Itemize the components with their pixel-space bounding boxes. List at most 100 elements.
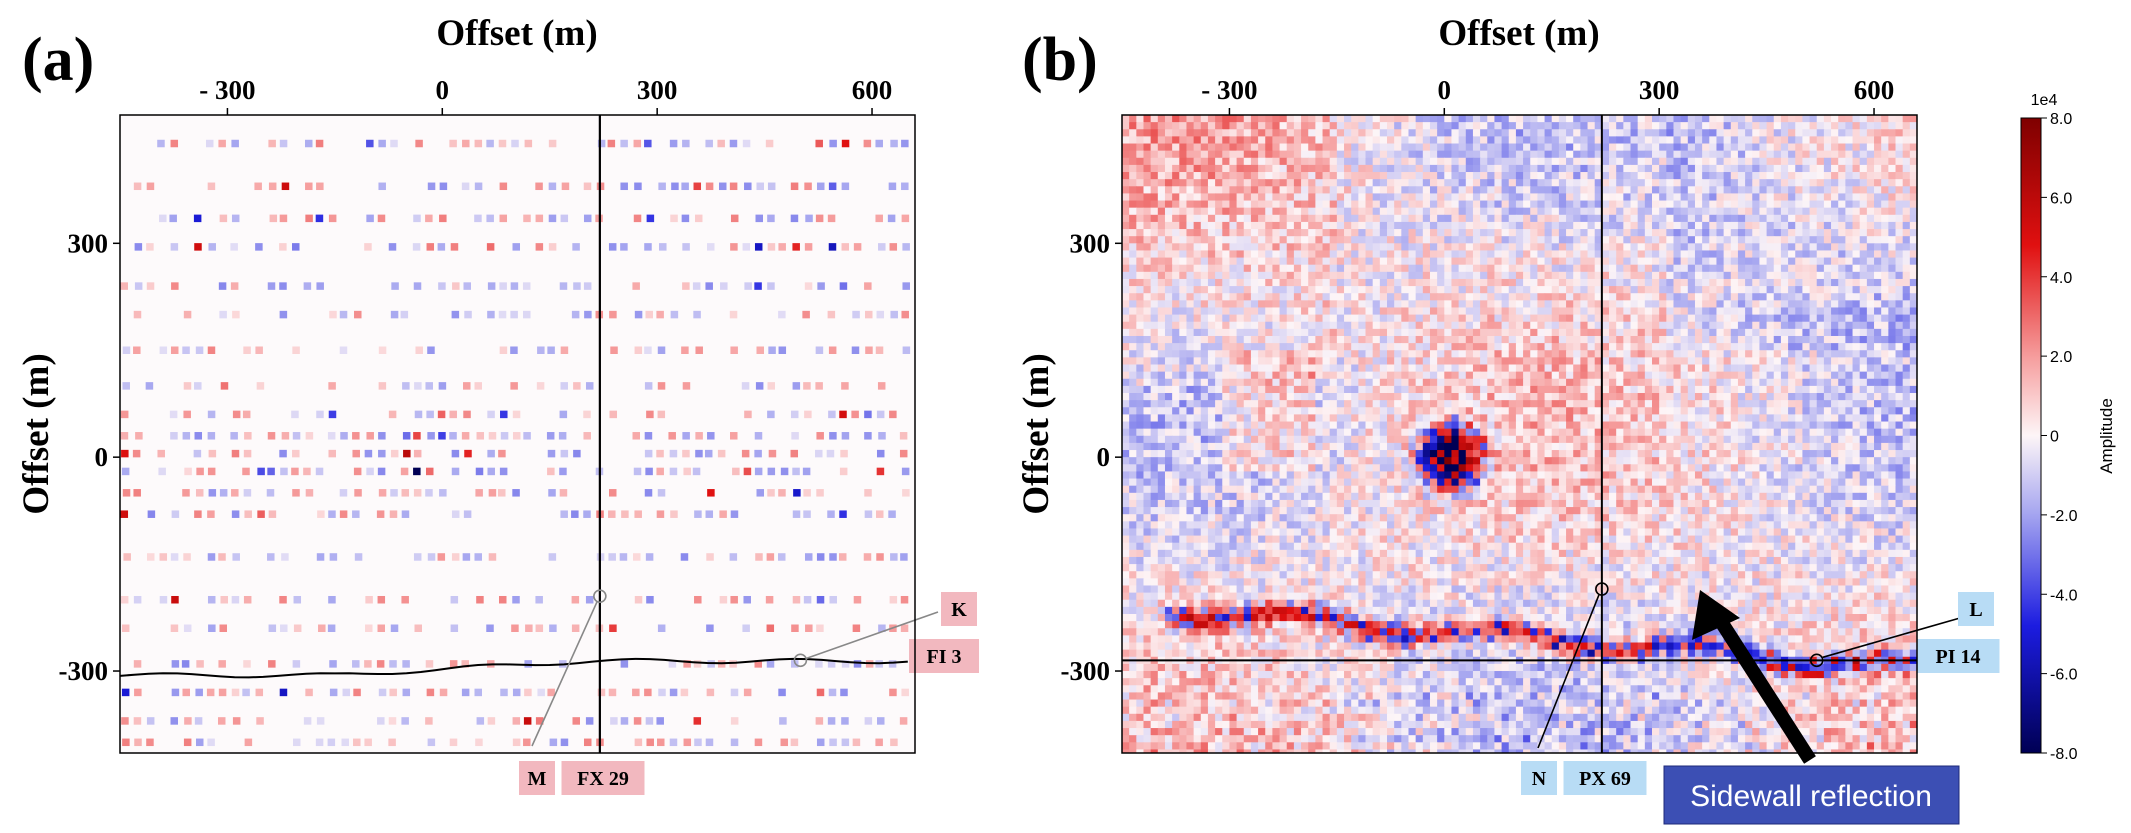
panel-b-cell <box>1394 307 1402 316</box>
panel-b-cell <box>1687 236 1696 244</box>
panel-b-cell <box>1687 286 1696 294</box>
panel-a-cell <box>121 688 130 697</box>
panel-b-cell <box>1408 236 1417 244</box>
panel-b-cell <box>1537 278 1546 287</box>
panel-b-cell <box>1336 229 1345 237</box>
panel-b-cell <box>1644 264 1653 273</box>
panel-a-cell <box>536 382 545 390</box>
panel-b-cell <box>1823 221 1832 230</box>
panel-b-cell <box>1387 172 1395 180</box>
panel-b-cell <box>1759 193 1768 202</box>
panel-b-cell <box>1501 350 1510 358</box>
panel-b-cell <box>1394 122 1402 130</box>
panel-b-cell <box>1580 122 1589 130</box>
panel-b-cell <box>1508 371 1517 380</box>
panel-b-cell <box>1129 236 1137 244</box>
panel-b-cell <box>1379 286 1388 294</box>
panel-a-cell <box>766 660 775 668</box>
panel-b-cell <box>1179 350 1188 358</box>
panel-b-cell <box>1265 214 1274 223</box>
panel-b-cell <box>1723 335 1732 344</box>
panel-b-cell <box>1451 250 1460 259</box>
panel-b-cell <box>1472 378 1481 387</box>
panel-b-cell <box>1129 278 1137 287</box>
panel-b-cell <box>1680 122 1689 130</box>
panel-b-cell <box>1823 200 1832 209</box>
panel-b-cell <box>1881 307 1889 316</box>
panel-b-cell <box>1451 214 1460 223</box>
panel-b-cell <box>1336 321 1345 330</box>
panel-b-cell <box>1301 221 1309 230</box>
panel-b-cell <box>1286 335 1295 344</box>
panel-b-cell <box>1594 271 1603 280</box>
panel-b-cell <box>1437 236 1445 244</box>
panel-b-cell <box>1852 264 1861 273</box>
panel-b-cell <box>1293 371 1302 380</box>
panel-a-cell <box>378 449 386 458</box>
panel-b-cell <box>1551 343 1560 351</box>
panel-b-cell <box>1723 129 1732 137</box>
panel-b-cell <box>1623 157 1632 166</box>
panel-b-cell <box>1229 200 1238 209</box>
panel-a-cell <box>889 688 897 697</box>
panel-b-cell <box>1272 271 1281 280</box>
panel-b-cell <box>1537 236 1546 244</box>
panel-b-cell <box>1394 314 1402 323</box>
panel-b-cell <box>1351 343 1359 351</box>
panel-b-cell <box>1551 300 1560 309</box>
panel-b-cell <box>1780 164 1789 173</box>
panel-b-cell <box>1881 343 1889 351</box>
panel-b-cell <box>1702 214 1710 223</box>
panel-b-cell <box>1544 236 1553 244</box>
panel-b-cell <box>1236 214 1245 223</box>
panel-b-cell <box>1207 207 1216 216</box>
panel-b-cell <box>1888 357 1897 366</box>
panel-a-cell <box>670 214 678 223</box>
panel-b-cell <box>1508 186 1517 195</box>
panel-b-cell <box>1243 264 1252 273</box>
panel-b-cell <box>1501 371 1510 380</box>
panel-b-cell <box>1480 207 1488 216</box>
panel-a-cell <box>706 688 715 697</box>
panel-b-cell <box>1902 307 1911 316</box>
panel-b-cell <box>1795 314 1804 323</box>
panel-b-cell <box>1487 214 1496 223</box>
panel-b-cell <box>1243 214 1252 223</box>
panel-a-cell <box>755 382 764 390</box>
panel-a-cell <box>352 660 360 668</box>
panel-b-cell <box>1587 236 1596 244</box>
panel-b-cell <box>1372 321 1381 330</box>
panel-a-cell <box>366 432 374 440</box>
panel-b-cell <box>1229 278 1238 287</box>
panel-b-cell <box>1652 328 1660 337</box>
panel-b-cell <box>1394 271 1402 280</box>
panel-b-cell <box>1730 271 1739 280</box>
panel-a-cell <box>243 595 252 604</box>
panel-b-cell <box>1222 143 1231 152</box>
panel-b-cell <box>1601 229 1610 237</box>
panel-b-cell <box>1179 307 1188 316</box>
panel-b-cell <box>1544 122 1553 130</box>
panel-b-cell <box>1838 250 1846 259</box>
panel-b-cell <box>1215 350 1223 358</box>
panel-b-cell <box>1687 250 1696 259</box>
panel-b-cell <box>1415 328 1424 337</box>
panel-b-cell <box>1401 214 1410 223</box>
panel-b-cell <box>1659 321 1667 330</box>
panel-b-cell <box>1157 243 1166 252</box>
panel-b-cell <box>1258 186 1266 195</box>
panel-b-cell <box>1150 221 1159 230</box>
panel-b-cell <box>1580 328 1589 337</box>
panel-b-cell <box>1809 307 1818 316</box>
panel-b-cell <box>1394 236 1402 244</box>
panel-b-cell <box>1429 328 1438 337</box>
panel-b-cell <box>1243 293 1252 301</box>
panel-b-cell <box>1888 207 1897 216</box>
panel-b-cell <box>1358 293 1367 301</box>
panel-b-cell <box>1680 243 1689 252</box>
panel-b-cell <box>1472 278 1481 287</box>
panel-b-cell <box>1215 307 1223 316</box>
panel-b-cell <box>1616 271 1624 280</box>
panel-b-cell <box>1200 214 1209 223</box>
panel-b-cell <box>1150 307 1159 316</box>
